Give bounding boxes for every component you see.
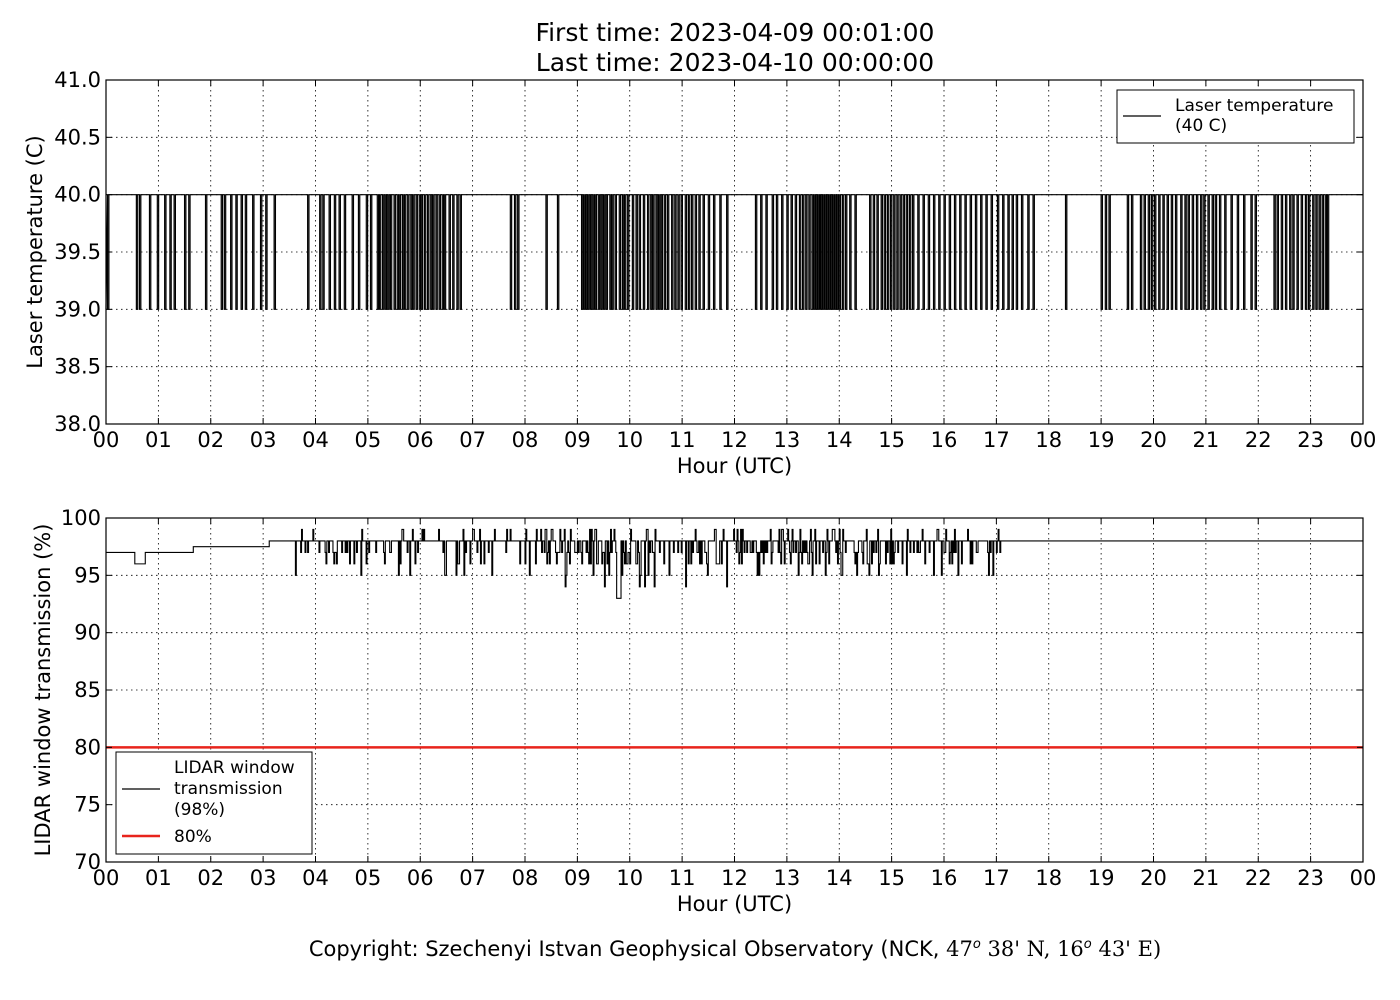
x-tick-label: 00 <box>1350 866 1377 890</box>
longitude-degree-mark: o <box>1083 937 1092 952</box>
latitude-degrees: 47 <box>946 937 973 961</box>
x-tick-label: 19 <box>1088 866 1115 890</box>
copyright-footer: Copyright: Szechenyi Istvan Geophysical … <box>0 937 1400 961</box>
y-tick-label: 39.0 <box>54 297 101 321</box>
x-tick-label: 11 <box>669 428 696 452</box>
x-tick-label: 21 <box>1193 866 1220 890</box>
legend-label-laser-value: (40 C) <box>1175 116 1227 136</box>
y-tick-label: 38.5 <box>54 355 101 379</box>
x-tick-label: 20 <box>1140 428 1167 452</box>
longitude-minutes: 43' E) <box>1098 937 1162 961</box>
x-tick-label: 01 <box>145 428 172 452</box>
x-tick-label: 00 <box>93 866 120 890</box>
y-tick-label: 40.5 <box>54 125 101 149</box>
y-tick-label: 39.5 <box>54 240 101 264</box>
longitude-degrees: 16 <box>1057 937 1084 961</box>
x-tick-label: 02 <box>197 428 224 452</box>
legend-label-laser: Laser temperature <box>1175 96 1333 116</box>
chart-title-last-time: Last time: 2023-04-10 00:00:00 <box>535 48 935 77</box>
y-tick-label: 100 <box>61 506 101 530</box>
x-tick-label: 18 <box>1035 428 1062 452</box>
y-tick-label: 85 <box>74 678 101 702</box>
x-tick-label: 22 <box>1245 428 1272 452</box>
y-axis-label: Laser temperature (C) <box>23 135 47 368</box>
x-axis-label: Hour (UTC) <box>677 892 792 916</box>
x-tick-label: 17 <box>983 428 1010 452</box>
x-tick-label: 13 <box>774 428 801 452</box>
y-tick-label: 38.0 <box>54 412 101 436</box>
x-tick-label: 11 <box>669 866 696 890</box>
x-tick-label: 00 <box>1350 428 1377 452</box>
x-tick-label: 07 <box>459 428 486 452</box>
x-tick-label: 19 <box>1088 428 1115 452</box>
x-tick-label: 17 <box>983 866 1010 890</box>
x-tick-label: 20 <box>1140 866 1167 890</box>
x-tick-label: 05 <box>355 428 382 452</box>
y-tick-label: 95 <box>74 563 101 587</box>
x-tick-label: 06 <box>407 866 434 890</box>
y-tick-label: 80 <box>74 735 101 759</box>
x-tick-label: 12 <box>721 866 748 890</box>
legend-label-transmission-2: transmission <box>174 779 283 799</box>
x-tick-label: 23 <box>1297 866 1324 890</box>
x-tick-label: 08 <box>512 428 539 452</box>
legend-label-transmission-1: LIDAR window <box>174 758 295 778</box>
x-tick-label: 03 <box>250 866 277 890</box>
x-tick-label: 04 <box>302 866 329 890</box>
y-tick-label: 75 <box>74 793 101 817</box>
x-tick-label: 09 <box>564 866 591 890</box>
y-tick-label: 40.0 <box>54 183 101 207</box>
x-tick-label: 10 <box>616 428 643 452</box>
y-tick-label: 70 <box>74 850 101 874</box>
x-tick-label: 10 <box>616 866 643 890</box>
x-tick-label: 03 <box>250 428 277 452</box>
x-tick-label: 15 <box>878 428 905 452</box>
legend-label-transmission-3: (98%) <box>174 800 225 820</box>
x-tick-label: 18 <box>1035 866 1062 890</box>
x-tick-label: 23 <box>1297 428 1324 452</box>
x-tick-label: 08 <box>512 866 539 890</box>
x-tick-label: 16 <box>931 866 958 890</box>
x-tick-label: 22 <box>1245 866 1272 890</box>
x-tick-label: 13 <box>774 866 801 890</box>
copyright-prefix: Copyright: Szechenyi Istvan Geophysical … <box>308 937 947 961</box>
x-axis-label: Hour (UTC) <box>677 454 792 478</box>
x-tick-label: 07 <box>459 866 486 890</box>
y-axis-label: LIDAR window transmission (%) <box>31 524 55 857</box>
x-tick-label: 00 <box>93 428 120 452</box>
x-tick-label: 12 <box>721 428 748 452</box>
chart-title-first-time: First time: 2023-04-09 00:01:00 <box>535 18 935 47</box>
latitude-minutes: 38' N, <box>987 937 1058 961</box>
y-tick-label: 41.0 <box>54 68 101 92</box>
x-tick-label: 01 <box>145 866 172 890</box>
x-tick-label: 04 <box>302 428 329 452</box>
x-tick-label: 16 <box>931 428 958 452</box>
x-tick-label: 06 <box>407 428 434 452</box>
latitude-degree-mark: o <box>972 937 981 952</box>
legend-label-threshold: 80% <box>174 827 212 847</box>
x-tick-label: 05 <box>355 866 382 890</box>
x-tick-label: 15 <box>878 866 905 890</box>
x-tick-label: 02 <box>197 866 224 890</box>
x-tick-label: 14 <box>826 866 853 890</box>
x-tick-label: 21 <box>1193 428 1220 452</box>
laser-temperature-series-line <box>105 194 1363 310</box>
lidar-transmission-series-line <box>106 528 1363 599</box>
x-tick-label: 14 <box>826 428 853 452</box>
x-tick-label: 09 <box>564 428 591 452</box>
y-tick-label: 90 <box>74 621 101 645</box>
